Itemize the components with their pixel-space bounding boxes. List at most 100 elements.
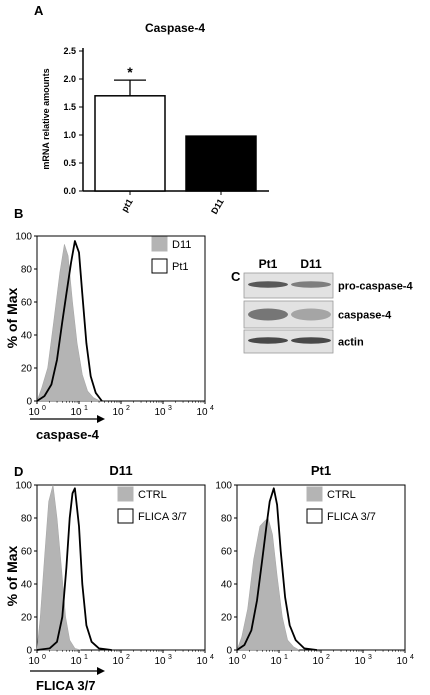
panel-c-band: [291, 281, 331, 288]
panel-a-ylabel: mRNA relative amounts: [41, 68, 51, 169]
panel-a-ytick-label: 1.5: [63, 102, 76, 112]
panel-d-right-ytick-label: 40: [221, 580, 233, 591]
panel-d-right-xtick-exponent: 4: [410, 654, 414, 661]
panel-d-right-xtick-exponent: 0: [242, 654, 246, 661]
panel-d-left-xtick-label: 10: [196, 656, 208, 667]
panel-d-right-legend-swatch: [306, 486, 323, 502]
panel-b-xtick-exponent: 3: [168, 405, 172, 412]
panel-b-ytick-label: 0: [26, 397, 32, 408]
panel-b-xtick-label: 10: [28, 407, 40, 418]
panel-d-left-xtick-exponent: 0: [42, 654, 46, 661]
panel-d-left-ytick-label: 20: [21, 613, 33, 624]
panel-a-category-label: D11: [209, 197, 226, 216]
panel-c-lane-label: Pt1: [259, 257, 278, 271]
panel-d-letter: D: [14, 464, 23, 479]
panel-a-bar: [185, 135, 257, 192]
panel-d-ylabel: % of Max: [4, 545, 20, 606]
panel-b-xtick-label: 10: [70, 407, 82, 418]
panel-d-right-xtick-label: 10: [354, 656, 366, 667]
panel-d-arrow-head-icon: [97, 667, 105, 675]
panel-d-left-series-flica-3-7: [36, 487, 112, 651]
panel-d-right-series-ctrl: [236, 517, 301, 651]
panel-c-band: [291, 337, 331, 344]
panel-d-left-xtick-label: 10: [112, 656, 124, 667]
panel-c-western-blot: Pt1 D11 pro-caspase-4 caspase-4 actin: [243, 257, 413, 354]
panel-d-left-series-ctrl: [36, 484, 81, 651]
panel-d-left-xtick-exponent: 4: [210, 654, 214, 661]
panel-b-ytick-label: 100: [15, 232, 32, 243]
panel-d-left-xtick-label: 10: [70, 656, 82, 667]
panel-d-left-xtick-label: 10: [154, 656, 166, 667]
panel-b-series-pt1: [36, 240, 103, 402]
panel-d-right-xtick-label: 10: [312, 656, 324, 667]
panel-d-right-xtick-exponent: 3: [368, 654, 372, 661]
panel-b-ytick-label: 20: [21, 364, 33, 375]
panel-c-band: [248, 281, 288, 288]
panel-d-left-legend-label: FLICA 3/7: [138, 511, 187, 523]
panel-b-xtick-label: 10: [112, 407, 124, 418]
panel-d-right-legend-swatch: [306, 508, 323, 524]
panel-c-lane-label: D11: [300, 257, 322, 271]
panel-c-letter: C: [231, 269, 241, 284]
panel-b-ytick-label: 80: [21, 265, 33, 276]
panel-b-legend-swatch: [151, 236, 168, 252]
panel-d-left-ytick-label: 60: [21, 547, 33, 558]
panel-b-xtick-exponent: 0: [42, 405, 46, 412]
panel-c-row-label: pro-caspase-4: [338, 281, 413, 293]
panel-a-bar-chart: 0.0 0.5 1.0 1.5 2.0 2.5 pt1 D11 *: [63, 46, 269, 216]
panel-d-right-ytick-label: 60: [221, 547, 233, 558]
panel-b-series-d11: [36, 244, 101, 402]
panel-d-right-xtick-exponent: 1: [284, 654, 288, 661]
panel-d-right-ytick-label: 0: [226, 646, 232, 657]
panel-d-left-xtick-exponent: 2: [126, 654, 130, 661]
panel-a-title: Caspase-4: [145, 21, 205, 35]
panel-c-band: [248, 308, 288, 321]
panel-b-legend-swatch: [151, 258, 168, 274]
panel-a-ytick-label: 2.5: [63, 46, 76, 56]
panel-b-xtick-exponent: 1: [84, 405, 88, 412]
panel-d-right-ytick-label: 80: [221, 514, 233, 525]
panel-d-left-legend-swatch: [117, 508, 134, 524]
panel-d-right-series-flica-3-7: [236, 487, 318, 651]
panel-b-xtick-exponent: 2: [126, 405, 130, 412]
panel-b-xlabel: caspase-4: [36, 427, 100, 442]
panel-a-letter: A: [34, 3, 44, 18]
panel-d-left-ytick-label: 40: [21, 580, 33, 591]
panel-a-bar: [94, 95, 166, 192]
panel-b-letter: B: [14, 206, 23, 221]
panel-d-left-ytick-label: 80: [21, 514, 33, 525]
panel-d-right-xtick-label: 10: [228, 656, 240, 667]
panel-b-ylabel: % of Max: [4, 287, 20, 348]
panel-d-left-legend-swatch: [117, 486, 134, 502]
panel-c-blot-strip: [243, 329, 334, 354]
panel-a-ytick-label: 0.5: [63, 158, 76, 168]
panel-d-left-xtick-exponent: 3: [168, 654, 172, 661]
panel-d-right-legend-label: FLICA 3/7: [327, 511, 376, 523]
panel-c-row-label: caspase-4: [338, 310, 392, 322]
panel-a-category-label: pt1: [119, 197, 134, 214]
panel-d-right-xtick-label: 10: [270, 656, 282, 667]
panel-d-xlabel: FLICA 3/7: [36, 678, 95, 693]
panel-d-right-xtick-exponent: 2: [326, 654, 330, 661]
panel-a-ytick-label: 2.0: [63, 74, 76, 84]
panel-d-left-title: D11: [109, 463, 132, 478]
panel-c-band: [248, 337, 288, 344]
panel-a-ytick-label: 0.0: [63, 186, 76, 196]
panel-d-right-legend-label: CTRL: [327, 489, 356, 501]
panel-d-left-legend-label: CTRL: [138, 489, 167, 501]
panel-d-left-ytick-label: 100: [15, 481, 32, 492]
panel-b-xtick-label: 10: [154, 407, 166, 418]
panel-a-significance-star: *: [127, 64, 133, 80]
panel-d-left-ytick-label: 0: [26, 646, 32, 657]
panel-b-arrow-head-icon: [97, 415, 105, 423]
panel-b-ytick-label: 60: [21, 298, 33, 309]
panel-b-legend-label: D11: [172, 239, 191, 251]
panel-d-right-xtick-label: 10: [396, 656, 408, 667]
panel-b-ytick-label: 40: [21, 331, 33, 342]
panel-a-ytick-label: 1.0: [63, 130, 76, 140]
panel-c-band: [291, 308, 331, 321]
panel-c-row-label: actin: [338, 337, 364, 349]
